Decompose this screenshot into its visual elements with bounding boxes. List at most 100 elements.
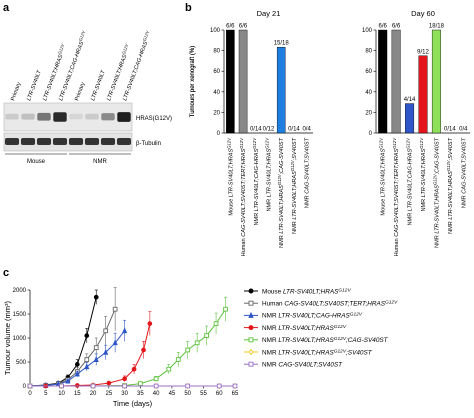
data-point <box>194 340 200 346</box>
y-tick-label-day60: 40 <box>365 90 372 96</box>
legend-marker <box>248 300 254 306</box>
legend-label: NMR CAG-SV40LT;SV40ST <box>262 362 343 369</box>
bar-annotation-day21: 6/6 <box>239 24 248 30</box>
category-label-day60: Human CAG-SV40LT;SV40ST;TERT;HRASG12V <box>392 137 401 257</box>
data-point <box>74 370 80 377</box>
category-label-day60: NMR LTR-SV40LT;CAG-HRASG12V <box>405 137 414 226</box>
y-tick-label-day21: 40 <box>213 90 220 96</box>
series-line <box>29 308 116 387</box>
tubulin-band <box>100 138 116 145</box>
data-point <box>216 383 222 389</box>
hras-band <box>117 112 131 122</box>
bar-annotation-day60: 9/12 <box>417 49 429 55</box>
y-tick-label-day60: 100 <box>362 28 373 34</box>
bar-chart-day21: Day 21 0 20 40 60 80 100 Tumours per xenograft … <box>190 9 313 256</box>
data-point <box>65 377 71 384</box>
data-point <box>213 321 219 326</box>
y-tick-label-day21: 0 <box>217 131 221 137</box>
data-point <box>185 383 191 389</box>
hras-band <box>37 112 51 121</box>
data-point <box>93 356 99 362</box>
western-blot: Primary LTR-SV40LT LTR-SV40LT;HRASG12VLTR-… <box>3 29 172 165</box>
data-point <box>59 383 64 389</box>
bar-annotation-day21: 0/12 <box>263 127 275 133</box>
bar-day60 <box>418 55 428 134</box>
legend-label: NMR LTR-SV40LT;HRASG12V <box>262 323 347 332</box>
blot-lane-label: LTR-SV40LT <box>90 69 107 101</box>
series-line <box>30 308 226 387</box>
hras-band <box>53 112 67 122</box>
legend-marker <box>248 348 254 356</box>
y-tick-label-day60: 20 <box>365 110 372 116</box>
blot-lane-label: Primary <box>74 81 86 101</box>
bar-annotation-day60: 0/4 <box>459 127 468 133</box>
growth-y-tick-label: 1000 <box>13 336 27 342</box>
data-point <box>93 345 99 350</box>
category-label-day60: Mouse LTR-SV40LT;HRASG12V <box>378 137 387 216</box>
series-line <box>29 330 126 387</box>
hras-band <box>101 113 115 121</box>
data-point <box>223 306 228 312</box>
growth-y-tick-label: 1500 <box>13 312 27 318</box>
growth-x-tick-label: 55 <box>200 391 207 397</box>
growth-x-tick-label: 45 <box>169 391 176 397</box>
bar-annotation-day21: 15/18 <box>274 41 290 47</box>
blot-bands <box>4 112 132 145</box>
tubulin-band <box>20 138 36 145</box>
data-point <box>185 347 191 353</box>
growth-y-tick-label: 2000 <box>13 288 27 294</box>
data-point <box>131 366 137 372</box>
category-label-day21: NMR LTR-SV40LT;HRASG12V;SV40ST <box>289 137 298 233</box>
data-point <box>166 366 172 372</box>
category-label-day21: NMR LTR-SV40LT;HRASG12V <box>264 137 273 212</box>
legend-label: NMR LTR-SV40LT;CAG-HRASG12V <box>262 311 363 320</box>
data-point <box>90 383 96 389</box>
bar-annotation-day60: 6/6 <box>379 24 388 30</box>
growth-x-tick-label: 15 <box>74 391 81 397</box>
mouse-group-label: Mouse <box>27 159 46 165</box>
category-label-day60: NMR LTR-SV40LT;HRASG12V <box>419 137 428 212</box>
hras-band <box>5 113 19 120</box>
bar-annotation-day60: 4/14 <box>404 97 416 103</box>
y-tick-label-day21: 60 <box>213 69 220 75</box>
bar-annotation-day21: 0/4 <box>302 127 311 133</box>
bar-annotation-day60: 6/6 <box>392 24 401 30</box>
bar-day60 <box>431 29 441 134</box>
growth-x-tick-label: 25 <box>106 391 113 397</box>
bar-day21 <box>276 47 286 134</box>
growth-x-tick-label: 65 <box>232 391 239 397</box>
blot-lane-labels: Primary LTR-SV40LT LTR-SV40LT;HRASG12VLTR-… <box>10 29 150 102</box>
bar-day21 <box>226 29 235 134</box>
data-point <box>141 347 146 353</box>
category-label-day21: Human CAG-SV40LT;SV40ST;TERT;HRASG12V <box>239 137 248 257</box>
data-point <box>153 376 159 382</box>
nmr-group-label: NMR <box>93 159 107 165</box>
tubulin-band <box>68 138 84 145</box>
category-label-day60: NMR LTR-SV40LT;HRASG12V;CAG-SV40ST <box>432 137 441 247</box>
data-point <box>27 383 33 389</box>
data-point <box>93 294 99 300</box>
y-tick-label-day21: 80 <box>213 49 220 55</box>
bar-day60 <box>391 29 401 134</box>
hras-band <box>69 113 83 120</box>
bar-day60 <box>405 103 415 134</box>
bar-annotation-day21: 6/6 <box>226 24 235 30</box>
category-label-day21: NMR LTR-SV40LT;HRASG12V;CAG-SV40ST <box>277 137 286 247</box>
category-label-day21: NMR CAG-SV40LT;SV40ST <box>305 137 311 208</box>
growth-x-tick-label: 5 <box>44 391 48 397</box>
growth-y-tick-label: 0 <box>23 384 27 390</box>
chart-title-day21: Day 21 <box>257 9 281 18</box>
y-tick-label-day21: 100 <box>210 28 221 34</box>
data-point <box>103 348 109 355</box>
category-label-day60: NMR LTR-SV40LT;HRASG12V;SV40ST <box>445 137 454 233</box>
tubulin-band <box>4 138 20 145</box>
growth-legend: Mouse LTR-SV40LT;HRASG12V Human CAG-SV40L… <box>244 287 398 369</box>
category-label-day21: NMR LTR-SV40LT;CAG-HRASG12V <box>251 137 260 226</box>
growth-x-tick-label: 50 <box>184 391 191 397</box>
growth-y-axis-label: Tumour volume (mm³) <box>3 301 12 375</box>
legend-label: NMR LTR-SV40LT;HRASG12V;CAG-SV40ST <box>262 336 389 345</box>
y-tick-label-day60: 60 <box>365 69 372 75</box>
data-point <box>122 383 127 389</box>
y-axis-label: Tumours per xenograft (%) <box>190 46 196 117</box>
